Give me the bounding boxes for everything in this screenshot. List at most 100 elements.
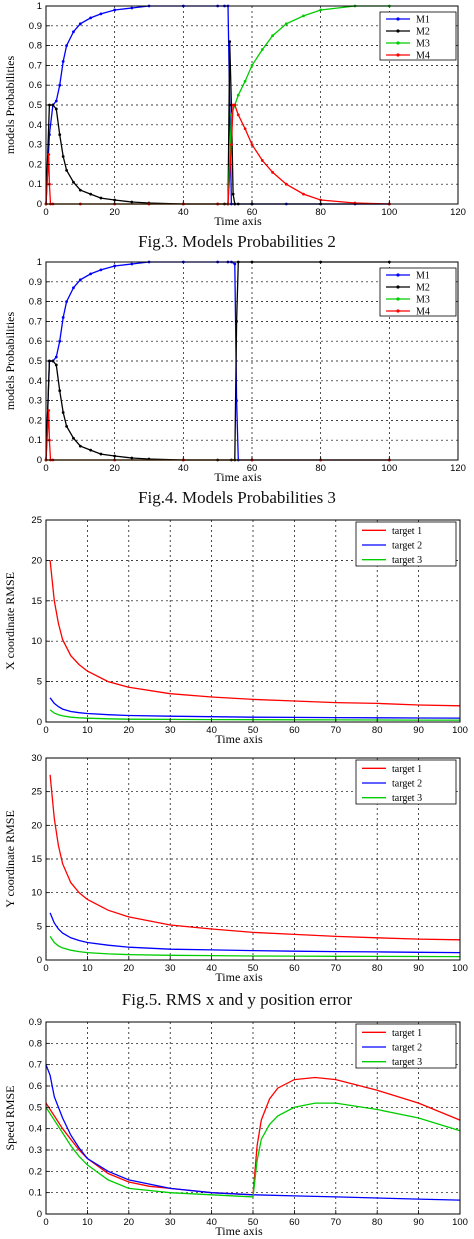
x-tick-label: 60 <box>247 207 258 218</box>
data-point <box>65 168 68 172</box>
data-point <box>89 16 93 20</box>
legend-marker <box>396 309 400 313</box>
y-axis-label: Speed RMSE <box>3 1085 17 1150</box>
y-tick-label: 0.3 <box>29 140 42 151</box>
data-point <box>250 64 254 67</box>
x-tick-label: 100 <box>452 725 468 736</box>
x-tick-label: 120 <box>450 463 466 474</box>
data-point <box>271 34 274 38</box>
data-point <box>61 155 65 158</box>
x-tick-label: 80 <box>315 463 326 474</box>
data-point <box>65 44 68 47</box>
data-point <box>72 180 75 184</box>
y-tick-label: 0 <box>37 717 42 728</box>
data-point <box>284 182 288 186</box>
y-tick-label: 25 <box>31 787 42 798</box>
x-tick-label: 70 <box>331 963 342 974</box>
y-tick-label: 0.6 <box>29 1081 42 1092</box>
data-point <box>72 286 75 290</box>
x-tick-label: 60 <box>289 1217 300 1228</box>
series-line-3 <box>45 1102 461 1198</box>
x-tick-label: 20 <box>124 963 135 974</box>
x-tick-label: 0 <box>43 963 48 974</box>
x-tick-label: 100 <box>381 207 397 218</box>
x-tick-label: 90 <box>413 1217 424 1228</box>
figure-caption-4: Fig.4. Models Probabilities 3 <box>138 488 336 507</box>
legend-label: target 3 <box>392 1057 422 1068</box>
x-tick-label: 120 <box>450 207 466 218</box>
x-tick-label: 20 <box>124 725 135 736</box>
data-point <box>78 188 82 192</box>
legend-box <box>355 759 457 805</box>
data-point <box>99 196 103 200</box>
x-tick-label: 50 <box>248 1217 259 1228</box>
legend-label: M2 <box>416 27 430 38</box>
chart-svg-3: 0 10 20 30 40 50 60 70 80 90 100 0 5 10 15 20 25 30 Time a… <box>3 753 468 984</box>
y-tick-label: 15 <box>31 854 42 865</box>
y-tick-label: 0.1 <box>29 435 42 446</box>
y-tick-label: 0.5 <box>29 356 42 367</box>
x-tick-label: 10 <box>82 1217 93 1228</box>
data-point <box>51 359 55 363</box>
x-tick-label: 40 <box>206 725 217 736</box>
data-point <box>72 436 75 440</box>
data-point <box>302 192 305 196</box>
data-point <box>113 264 117 268</box>
data-point <box>54 107 58 111</box>
data-point <box>47 409 51 412</box>
y-tick-label: 10 <box>31 888 42 899</box>
series-line-1 <box>49 560 461 707</box>
y-tick-label: 0 <box>37 199 42 210</box>
data-point <box>243 127 247 131</box>
legend-label: target 1 <box>392 764 422 775</box>
data-point <box>99 452 103 456</box>
data-point <box>58 389 62 393</box>
x-tick-label: 80 <box>315 207 326 218</box>
y-tick-label: 0.4 <box>29 120 42 131</box>
legend-marker <box>396 273 400 277</box>
data-point <box>284 22 288 26</box>
data-point <box>260 48 264 51</box>
chart-svg-1: 0 20 40 60 80 100 120 0 0.1 0.2 0.3 0.4 0.5 0.6 0.7 0.8… <box>3 257 466 484</box>
x-tick-label: 60 <box>289 963 300 974</box>
x-tick-label: 40 <box>178 463 189 474</box>
x-tick-label: 80 <box>372 725 383 736</box>
chart-x-coordinate-rmse: 0 10 20 30 40 50 60 70 80 90 100 0 5 10 15 20 25 Time axi… <box>0 512 474 748</box>
data-point <box>61 411 65 414</box>
chart-svg-4: 0 10 20 30 40 50 60 70 80 90 100 0 0.1 0.2 0.3 0.4 0.5 0.… <box>3 1017 468 1238</box>
legend-label: target 1 <box>392 1028 422 1039</box>
y-tick-label: 0.3 <box>29 1145 42 1156</box>
data-point <box>58 339 62 343</box>
x-tick-label: 0 <box>43 463 48 474</box>
y-tick-label: 0 <box>37 955 42 966</box>
x-tick-label: 100 <box>452 1217 468 1228</box>
x-axis-label: Time axis <box>215 1224 263 1238</box>
data-point <box>228 40 232 44</box>
y-tick-label: 0.5 <box>29 1102 42 1113</box>
legend-box <box>379 267 457 317</box>
y-tick-label: 1 <box>37 257 42 268</box>
y-axis-label: models Probabilities <box>3 312 17 411</box>
y-tick-label: 0.5 <box>29 100 42 111</box>
y-tick-label: 0.4 <box>29 1124 42 1135</box>
x-tick-label: 90 <box>413 725 424 736</box>
legend-box <box>355 521 457 567</box>
data-point <box>54 355 58 359</box>
x-tick-label: 90 <box>413 963 424 974</box>
series-line-2 <box>49 912 461 954</box>
data-point <box>61 316 65 319</box>
y-tick-label: 0.6 <box>29 336 42 347</box>
data-point <box>236 93 240 97</box>
legend-marker <box>396 53 400 57</box>
legend-box <box>379 11 457 61</box>
data-point <box>78 444 82 448</box>
y-tick-label: 0 <box>37 455 42 466</box>
legend-label: M2 <box>416 283 430 294</box>
x-tick-label: 10 <box>82 963 93 974</box>
chart-speed-rmse: 0 10 20 30 40 50 60 70 80 90 100 0 0.1 0.2 0.3 0.4 0.5 0.… <box>0 1014 474 1239</box>
data-point <box>65 424 68 428</box>
legend-box <box>355 1023 457 1069</box>
series-line-2 <box>49 697 461 719</box>
x-tick-label: 0 <box>43 207 48 218</box>
x-tick-label: 20 <box>109 207 120 218</box>
